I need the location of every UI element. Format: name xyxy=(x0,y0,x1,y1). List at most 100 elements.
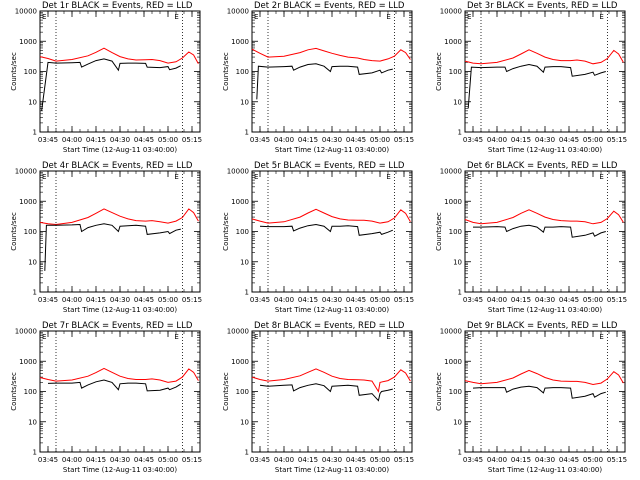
y-tick-label: 10000 xyxy=(15,168,37,176)
y-tick-label: 10 xyxy=(453,98,462,106)
x-tick-label: 03:45 xyxy=(463,296,483,304)
y-axis-label: Counts/sec xyxy=(435,52,443,91)
x-tick-label: 04:30 xyxy=(110,136,130,144)
y-tick-label: 1000 xyxy=(231,358,249,366)
x-tick-label: 04:00 xyxy=(274,456,294,464)
x-tick-label: 05:15 xyxy=(607,136,627,144)
y-axis-label: Counts/sec xyxy=(10,372,18,411)
panel-title: Det 7r BLACK = Events, RED = LLD xyxy=(42,321,193,331)
x-tick-label: 04:30 xyxy=(110,456,130,464)
x-axis-label: Start Time (12-Aug-11 03:40:00) xyxy=(63,146,177,154)
y-axis-label: Counts/sec xyxy=(10,212,18,251)
eclipse-marker-label: E xyxy=(386,333,390,341)
x-tick-label: 04:00 xyxy=(487,136,507,144)
y-tick-label: 10 xyxy=(240,258,249,266)
plot-frame xyxy=(39,170,201,293)
y-tick-label: 10 xyxy=(28,418,37,426)
x-tick-label: 05:15 xyxy=(394,456,414,464)
y-axis-label: Counts/sec xyxy=(435,372,443,411)
x-axis-label: Start Time (12-Aug-11 03:40:00) xyxy=(488,466,602,474)
panel-9: Det 9r BLACK = Events, RED = LLD 1 10 100 10… xyxy=(435,321,627,474)
y-tick-label: 100 xyxy=(24,228,37,236)
events-series-line xyxy=(259,383,393,402)
plot-frame xyxy=(464,170,626,293)
x-tick-label: 05:15 xyxy=(394,136,414,144)
y-tick-label: 100 xyxy=(24,68,37,76)
y-axis-label: Counts/sec xyxy=(222,212,230,251)
x-tick-label: 04:15 xyxy=(298,136,318,144)
plot-frame xyxy=(39,10,201,133)
plot-frame xyxy=(464,10,626,133)
y-tick-label: 100 xyxy=(236,68,249,76)
eclipse-marker-label: E xyxy=(254,173,258,181)
x-tick-label: 04:45 xyxy=(346,136,366,144)
y-tick-label: 1000 xyxy=(444,358,462,366)
x-tick-label: 05:00 xyxy=(583,136,603,144)
x-tick-label: 05:15 xyxy=(607,296,627,304)
y-tick-label: 1 xyxy=(245,129,249,137)
eclipse-marker-label: E xyxy=(599,333,603,341)
y-axis-label: Counts/sec xyxy=(10,52,18,91)
x-tick-label: 04:15 xyxy=(298,296,318,304)
x-tick-label: 05:00 xyxy=(158,296,178,304)
lld-series-line xyxy=(39,47,199,65)
x-tick-label: 05:00 xyxy=(158,456,178,464)
y-tick-label: 10 xyxy=(453,258,462,266)
lld-series-line xyxy=(251,47,411,62)
eclipse-marker-label: E xyxy=(386,13,390,21)
x-tick-label: 05:15 xyxy=(182,136,202,144)
eclipse-marker-label: E xyxy=(42,333,46,341)
x-tick-label: 03:45 xyxy=(38,456,58,464)
y-tick-label: 100 xyxy=(236,228,249,236)
panel-4: Det 4r BLACK = Events, RED = LLD 1 10 100 10… xyxy=(10,161,202,314)
eclipse-marker-label: E xyxy=(467,173,471,181)
events-series-line xyxy=(472,385,606,399)
x-tick-label: 04:30 xyxy=(535,296,555,304)
y-tick-label: 10000 xyxy=(227,8,249,16)
x-tick-label: 04:45 xyxy=(134,456,154,464)
events-series-line xyxy=(259,223,393,236)
x-axis-label: Start Time (12-Aug-11 03:40:00) xyxy=(275,466,389,474)
eclipse-marker-label: E xyxy=(174,333,178,341)
y-tick-label: 1 xyxy=(458,289,462,297)
y-tick-label: 1 xyxy=(33,449,37,457)
y-tick-label: 1 xyxy=(245,289,249,297)
events-series-line xyxy=(44,223,181,271)
events-series-line xyxy=(47,379,182,392)
x-tick-label: 04:15 xyxy=(511,296,531,304)
panel-title: Det 3r BLACK = Events, RED = LLD xyxy=(467,1,618,11)
x-axis-label: Start Time (12-Aug-11 03:40:00) xyxy=(488,306,602,314)
plot-frame xyxy=(251,170,413,293)
eclipse-marker-label: E xyxy=(467,333,471,341)
y-tick-label: 10000 xyxy=(440,8,462,16)
y-tick-label: 1000 xyxy=(19,38,37,46)
x-tick-label: 03:45 xyxy=(463,136,483,144)
x-tick-label: 04:45 xyxy=(559,136,579,144)
events-series-line xyxy=(41,58,182,111)
y-tick-label: 10000 xyxy=(15,328,37,336)
y-tick-label: 1 xyxy=(458,129,462,137)
panel-title: Det 1r BLACK = Events, RED = LLD xyxy=(42,1,193,11)
x-tick-label: 04:15 xyxy=(86,296,106,304)
y-tick-label: 10 xyxy=(453,418,462,426)
x-tick-label: 03:45 xyxy=(38,136,58,144)
x-tick-label: 05:15 xyxy=(607,456,627,464)
x-tick-label: 04:30 xyxy=(322,136,342,144)
x-tick-label: 04:00 xyxy=(274,296,294,304)
y-tick-label: 10000 xyxy=(227,168,249,176)
x-tick-label: 04:00 xyxy=(487,456,507,464)
lld-series-line xyxy=(251,368,411,393)
x-axis-label: Start Time (12-Aug-11 03:40:00) xyxy=(275,306,389,314)
x-tick-label: 05:00 xyxy=(583,456,603,464)
plot-frame xyxy=(251,10,413,133)
x-tick-label: 04:00 xyxy=(274,136,294,144)
x-tick-label: 05:00 xyxy=(158,136,178,144)
x-tick-label: 05:00 xyxy=(370,456,390,464)
panel-title: Det 2r BLACK = Events, RED = LLD xyxy=(254,1,405,11)
y-tick-label: 1 xyxy=(458,449,462,457)
eclipse-marker-label: E xyxy=(599,13,603,21)
x-axis-label: Start Time (12-Aug-11 03:40:00) xyxy=(63,466,177,474)
x-tick-label: 03:45 xyxy=(250,296,270,304)
y-tick-label: 1 xyxy=(33,289,37,297)
y-axis-label: Counts/sec xyxy=(222,372,230,411)
